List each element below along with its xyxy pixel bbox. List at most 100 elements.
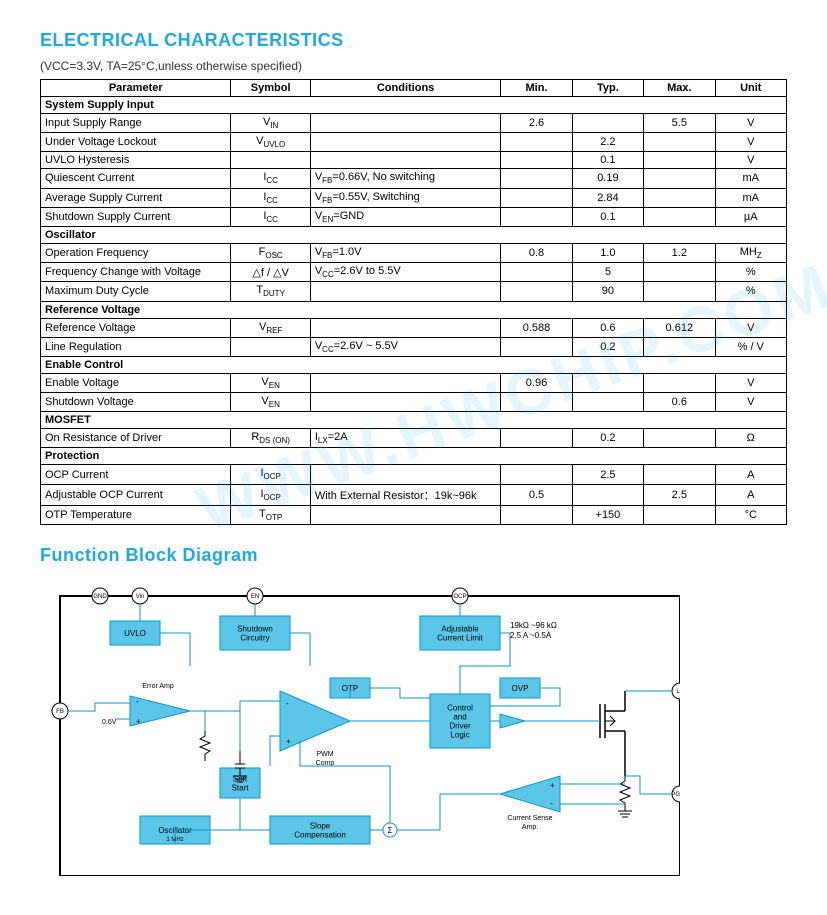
label-0v6: 0.6V (102, 719, 117, 726)
cell: 0.96 (501, 373, 572, 392)
cell: △f / △V (231, 263, 310, 282)
cell: Shutdown Voltage (41, 393, 231, 412)
cell (572, 484, 643, 505)
cell (644, 152, 715, 169)
block-label: Slope (310, 821, 331, 830)
mosfet-arrow (605, 716, 615, 726)
mosfet-symbol (600, 691, 625, 776)
cell (310, 152, 500, 169)
cell (310, 282, 500, 301)
cell: 0.1 (572, 207, 643, 226)
cell: Ω (715, 429, 786, 448)
col-header: Min. (501, 80, 572, 97)
table-body: System Supply InputInput Supply RangeVIN… (41, 97, 787, 525)
cell: VCC=2.6V ~ 5.5V (310, 337, 500, 356)
block-label: OVP (512, 684, 529, 693)
pin-label: Vin (136, 594, 145, 600)
col-header: Conditions (310, 80, 500, 97)
cell: With External Resistor：19k~96k (310, 484, 500, 505)
wire (160, 633, 190, 666)
csa-plus: + (550, 781, 555, 790)
cell: VFB=0.55V, Switching (310, 188, 500, 207)
block-label: Circuitry (240, 633, 269, 642)
cell (644, 207, 715, 226)
cell (572, 393, 643, 412)
table-row: Operation FrequencyFOSCVFB=1.0V0.81.01.2… (41, 243, 787, 262)
group-label: Reference Voltage (41, 301, 787, 318)
cell: °C (715, 505, 786, 524)
block-label: Compensation (294, 830, 346, 839)
cell (310, 373, 500, 392)
cell (501, 337, 572, 356)
cell (501, 505, 572, 524)
pin-label: GND (93, 594, 107, 600)
cell: Quiescent Current (41, 169, 231, 188)
cell (501, 465, 572, 484)
cell: On Resistance of Driver (41, 429, 231, 448)
cell: Input Supply Range (41, 114, 231, 133)
cell: TOTP (231, 505, 310, 524)
cell: VIN (231, 114, 310, 133)
block-label: Shutdown (237, 624, 273, 633)
cell: OCP Current (41, 465, 231, 484)
cell: UVLO Hysteresis (41, 152, 231, 169)
note-text: 2.5 A ~0.5A (510, 631, 552, 640)
cell: VREF (231, 318, 310, 337)
cell: MHZ (715, 243, 786, 262)
ground-symbol (618, 811, 632, 817)
block-label: Driver (449, 721, 471, 730)
cell (501, 393, 572, 412)
group-row: System Supply Input (41, 97, 787, 114)
cell (501, 282, 572, 301)
cell (644, 133, 715, 152)
group-label: Oscillator (41, 226, 787, 243)
table-row: Quiescent CurrentICCVFB=0.66V, No switch… (41, 169, 787, 188)
pwm-plus: + (286, 737, 291, 746)
pwm-minus: - (286, 699, 289, 708)
cell: % (715, 263, 786, 282)
cell (644, 169, 715, 188)
col-header: Symbol (231, 80, 310, 97)
block-label: and (453, 712, 466, 721)
group-label: MOSFET (41, 412, 787, 429)
wire (397, 794, 500, 830)
cell: mA (715, 169, 786, 188)
cell: % (715, 282, 786, 301)
cell: FOSC (231, 243, 310, 262)
cell: V (715, 133, 786, 152)
cell: A (715, 465, 786, 484)
table-row: Maximum Duty CycleTDUTY90% (41, 282, 787, 301)
cell: V (715, 114, 786, 133)
group-row: Protection (41, 448, 787, 465)
cell (310, 318, 500, 337)
cell (572, 373, 643, 392)
cell: 5 (572, 263, 643, 282)
col-header: Unit (715, 80, 786, 97)
cell (310, 133, 500, 152)
cell: ILX=2A (310, 429, 500, 448)
label-pwm: PWM (316, 751, 333, 758)
cell: Adjustable OCP Current (41, 484, 231, 505)
table-row: Shutdown Supply CurrentICCVEN=GND0.1µA (41, 207, 787, 226)
group-label: System Supply Input (41, 97, 787, 114)
cell: % / V (715, 337, 786, 356)
col-header: Parameter (41, 80, 231, 97)
cell (501, 133, 572, 152)
table-row: Reference VoltageVREF0.5880.60.612V (41, 318, 787, 337)
cell: VCC=2.6V to 5.5V (310, 263, 500, 282)
cell: 0.2 (572, 337, 643, 356)
wire (68, 703, 130, 711)
pin-label: LX (676, 689, 680, 695)
wire (190, 711, 205, 731)
cell: 2.2 (572, 133, 643, 152)
cell (501, 207, 572, 226)
amp-plus: + (136, 717, 141, 726)
table-row: Enable VoltageVEN0.96V (41, 373, 787, 392)
cell: VEN (231, 393, 310, 412)
sense-resistor (620, 776, 630, 811)
spec-table: ParameterSymbolConditionsMin.Typ.Max.Uni… (40, 79, 787, 525)
cell: VFB=1.0V (310, 243, 500, 262)
cell: 0.588 (501, 318, 572, 337)
cell: IOCP (231, 484, 310, 505)
wire (270, 736, 280, 766)
